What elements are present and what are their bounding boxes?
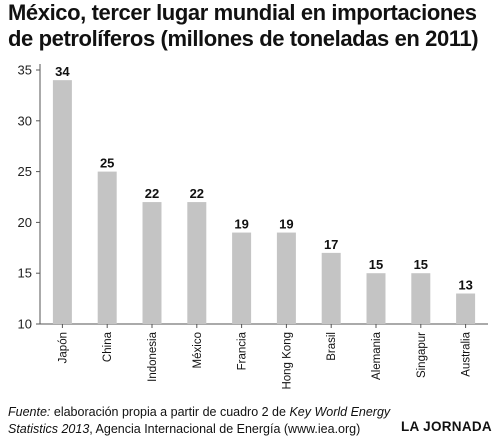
bar-value-label-1: 25 bbox=[100, 156, 114, 171]
bar-value-label-3: 22 bbox=[190, 186, 204, 201]
bar-value-label-4: 19 bbox=[234, 217, 248, 232]
bar-value-label-9: 13 bbox=[458, 278, 472, 293]
bar-value-label-7: 15 bbox=[369, 257, 383, 272]
bar-value-label-8: 15 bbox=[414, 257, 428, 272]
category-label-6: Brasil bbox=[326, 332, 338, 361]
bar-9 bbox=[456, 293, 476, 324]
category-label-1: China bbox=[102, 331, 114, 362]
category-label-0: Japón bbox=[57, 332, 69, 363]
source-label: Fuente: bbox=[8, 405, 51, 419]
bar-chart: 10 15 20 25 30 35 34 Japón 25 China 22 Indonesia 22 M… bbox=[18, 63, 488, 390]
chart-title-line-2: de petrolíferos (millones de toneladas e… bbox=[8, 26, 479, 51]
bar-value-label-5: 19 bbox=[279, 217, 293, 232]
bar-8 bbox=[411, 273, 431, 324]
y-tick-label-35: 35 bbox=[18, 63, 32, 78]
category-label-2: Indonesia bbox=[147, 331, 159, 381]
source-note: Fuente: elaboración propia a partir de c… bbox=[8, 404, 390, 438]
source-text-1: elaboración propia a partir de cuadro 2 … bbox=[50, 405, 290, 419]
bar-5 bbox=[276, 232, 296, 324]
bar-3 bbox=[187, 202, 207, 324]
bar-4 bbox=[232, 232, 252, 324]
chart-title-line-1: México, tercer lugar mundial en importac… bbox=[8, 0, 477, 25]
category-label-5: Hong Kong bbox=[281, 332, 293, 390]
category-label-8: Singapur bbox=[416, 332, 428, 378]
bar-7 bbox=[366, 273, 386, 324]
bar-2 bbox=[142, 202, 162, 324]
source-text-2: , Agencia Internacional de Energía (www.… bbox=[89, 422, 361, 436]
bar-1 bbox=[97, 171, 117, 324]
y-tick-label-20: 20 bbox=[18, 215, 32, 230]
y-tick-label-25: 25 bbox=[18, 164, 32, 179]
y-tick-label-30: 30 bbox=[18, 113, 32, 128]
bar-0 bbox=[52, 80, 72, 324]
source-publication-1: Key World Energy bbox=[289, 405, 391, 419]
category-label-4: Francia bbox=[237, 331, 249, 370]
source-publication-2: Statistics 2013 bbox=[8, 422, 90, 436]
bar-value-label-2: 22 bbox=[145, 186, 159, 201]
y-tick-label-15: 15 bbox=[18, 266, 32, 281]
bar-value-label-6: 17 bbox=[324, 237, 338, 252]
bar-value-label-0: 34 bbox=[55, 64, 70, 79]
publisher-credit: LA JORNADA bbox=[400, 419, 492, 434]
category-label-9: Australia bbox=[461, 331, 473, 376]
category-label-7: Alemania bbox=[371, 331, 383, 380]
bar-6 bbox=[321, 252, 341, 324]
category-label-3: México bbox=[192, 332, 204, 368]
y-tick-label-10: 10 bbox=[18, 317, 32, 332]
